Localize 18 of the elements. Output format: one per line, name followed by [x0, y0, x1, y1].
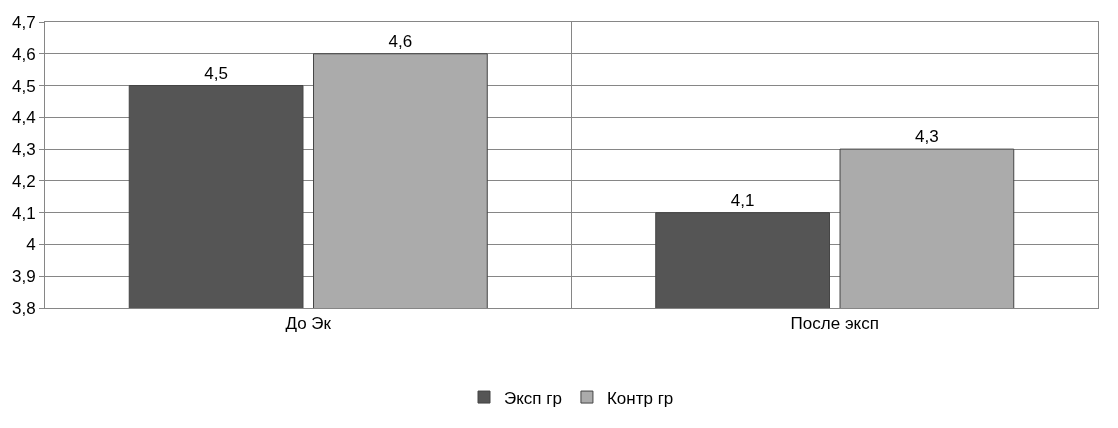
data-label: 4,5 — [204, 63, 228, 83]
y-tick-label: 4,5 — [11, 76, 36, 96]
y-tick-label: 4,4 — [11, 108, 36, 128]
legend-label: Контр гр — [606, 388, 674, 408]
y-tick-label: 3,9 — [11, 267, 36, 287]
x-tick-label: После эксп — [790, 314, 879, 334]
y-tick-label: 4,3 — [11, 140, 36, 160]
x-tick-label: До Эк — [285, 314, 332, 334]
legend-label: Эксп гр — [504, 388, 562, 408]
data-label: 4,1 — [730, 190, 755, 210]
data-label: 4,6 — [388, 31, 413, 51]
y-tick-label: 4,7 — [11, 12, 36, 32]
y-tick-label: 3,8 — [11, 298, 36, 318]
data-label: 4,3 — [915, 127, 939, 147]
y-tick-label: 4 — [26, 235, 36, 255]
y-tick-label: 4,6 — [11, 44, 36, 64]
y-tick-label: 4,1 — [11, 203, 36, 223]
y-tick-label: 4,2 — [11, 171, 36, 191]
